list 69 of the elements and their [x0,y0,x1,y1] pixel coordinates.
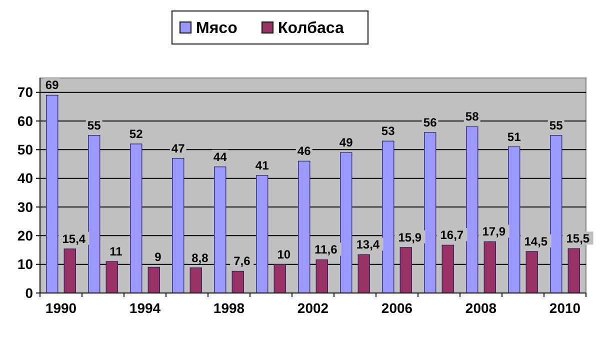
bar [382,140,394,294]
data-label: 15,4 [62,232,86,246]
bar [148,266,160,294]
data-label: 7,6 [234,254,251,268]
data-label: 14,5 [524,234,548,248]
bar [46,94,58,294]
bar [550,135,562,294]
data-label: 16,7 [440,228,464,242]
bar [442,244,454,294]
bar [508,146,520,294]
data-label: 51 [507,130,522,144]
bar [274,264,286,294]
data-label: 44 [213,150,228,164]
x-tick-label: 2008 [465,300,497,316]
data-label: 15,5 [566,232,590,246]
legend-label: Колбаса [278,20,344,37]
bar [130,144,142,294]
y-tick-label: 70 [17,84,34,100]
bar [358,254,370,294]
bar [400,247,412,294]
y-tick-label: 30 [17,198,34,215]
data-label: 49 [339,136,354,150]
bar [340,152,352,294]
bar [172,158,184,294]
bar [424,132,436,294]
data-label: 58 [465,110,480,124]
x-tick-label: 1998 [213,300,245,316]
data-label: 9 [154,250,162,264]
bar [214,166,226,294]
bar [232,270,244,294]
bar [568,248,580,294]
bar [484,241,496,294]
data-label: 17,9 [482,224,506,239]
y-tick-label: 20 [17,228,34,244]
y-tick-label: 0 [25,284,34,301]
data-label: 13,4 [356,238,380,252]
data-label: 11,6 [314,242,338,257]
bar [466,126,478,294]
x-tick-label: 2010 [549,300,581,316]
bar [88,135,100,294]
data-label: 8,8 [192,250,209,265]
data-label: 47 [171,141,186,156]
bar [316,259,328,294]
data-label: 11 [110,244,123,258]
data-label: 46 [297,144,312,158]
bar [190,267,202,294]
x-tick-label: 2002 [297,300,329,316]
bar [256,175,268,294]
x-tick-label: 1990 [45,300,77,316]
data-label: 53 [381,124,396,138]
data-label: 55 [87,118,102,132]
legend-label: Мясо [196,20,238,37]
bar [298,160,310,294]
y-tick-label: 40 [17,170,34,186]
data-label: 41 [255,158,270,172]
bar [526,251,538,294]
data-label: 15,9 [398,230,422,244]
data-label: 69 [45,78,60,92]
data-label: 10 [277,247,291,262]
data-label: 55 [549,118,564,132]
bar [64,248,76,294]
y-tick-label: 10 [17,256,34,272]
y-tick-label: 50 [17,142,34,158]
bar [106,261,118,294]
x-tick-label: 2006 [381,300,413,316]
y-tick-label: 60 [17,112,34,129]
data-label: 56 [423,115,438,130]
data-label: 52 [129,126,144,141]
x-tick-label: 1994 [129,300,161,316]
